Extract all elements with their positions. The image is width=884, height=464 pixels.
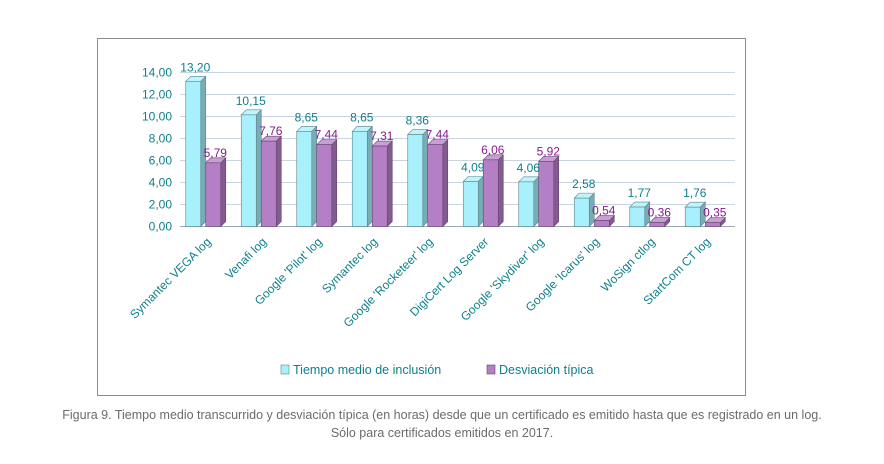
bar-tiempo-medio [296, 131, 313, 227]
x-category-label: Symantec log [319, 235, 380, 296]
data-label: 13,20 [180, 60, 210, 74]
data-label: 2,58 [572, 177, 596, 191]
y-tick-label: 2,00 [149, 198, 173, 212]
legend-swatch-tiempo [280, 364, 290, 375]
bar-tiempo-medio-side [422, 128, 429, 228]
bar-desviacion [260, 140, 277, 227]
data-label: 10,15 [236, 94, 266, 108]
x-category-label: Venafi log [222, 235, 269, 282]
bar-desviacion-side [331, 138, 338, 228]
bar-tiempo-medio [240, 114, 257, 227]
bar-desviacion [482, 159, 499, 227]
bar-desviacion [593, 220, 610, 227]
bar-tiempo-medio [518, 181, 535, 227]
bar-tiempo-medio-side [477, 175, 484, 228]
bar-desviacion [649, 222, 666, 227]
x-category-label: WoSign ctlog [598, 235, 658, 295]
data-label: 8,36 [406, 114, 430, 128]
bar-desviacion-side [442, 138, 449, 228]
bar-tiempo-medio [462, 181, 479, 227]
y-tick-label: 10,00 [142, 110, 172, 124]
data-label: 0,36 [648, 206, 672, 220]
bar-desviacion [704, 222, 721, 227]
bar-tiempo-medio [573, 197, 590, 227]
y-tick-label: 8,00 [149, 132, 173, 146]
data-label: 4,06 [517, 161, 541, 175]
legend-swatch-desviacion [486, 364, 496, 375]
data-label: 5,79 [204, 146, 228, 160]
bar-desviacion [427, 144, 444, 227]
bar-desviacion-side [275, 135, 282, 228]
bar-desviacion-side [386, 140, 393, 228]
data-label: 4,09 [461, 161, 485, 175]
bar-chart: 0,00 2,00 4,00 6,00 8,00 10,00 12,00 14,00 13,20… [127, 60, 735, 377]
data-label: 8,65 [295, 110, 319, 124]
bar-desviacion [538, 161, 555, 227]
y-tick-label: 0,00 [149, 220, 173, 234]
legend-label-desviacion: Desviación típica [499, 363, 594, 377]
data-label: 1,77 [628, 186, 652, 200]
bar-tiempo-medio [407, 134, 424, 227]
figure-caption-line-1: Figura 9. Tiempo medio transcurrido y de… [62, 408, 822, 422]
data-label: 8,65 [350, 110, 374, 124]
y-tick-label: 6,00 [149, 154, 173, 168]
chart-frame: 0,00 2,00 4,00 6,00 8,00 10,00 12,00 14,00 13,20… [97, 38, 746, 396]
data-label: 0,54 [592, 204, 616, 218]
bar-desviacion [316, 144, 333, 227]
x-category-label: Symantec VEGA log [127, 235, 214, 322]
data-label: 7,44 [315, 128, 339, 142]
bar-tiempo-medio-side [533, 176, 540, 228]
bar-desviacion-side [497, 154, 504, 228]
y-tick-label: 14,00 [142, 66, 172, 80]
y-tick-label: 4,00 [149, 176, 173, 190]
y-tick-label: 12,00 [142, 88, 172, 102]
bar-desviacion [205, 162, 222, 227]
bar-tiempo-medio [684, 206, 701, 227]
bar-desviacion-side [220, 157, 227, 228]
bar-tiempo-medio [185, 80, 202, 227]
bar-tiempo-medio [629, 206, 646, 227]
data-label: 5,92 [537, 144, 561, 158]
legend-label-tiempo: Tiempo medio de inclusión [293, 363, 441, 377]
bar-tiempo-medio [351, 131, 368, 227]
data-label: 7,76 [259, 124, 283, 138]
bar-desviacion-side [553, 155, 560, 228]
data-label: 0,35 [703, 206, 727, 220]
data-label: 7,31 [370, 129, 394, 143]
data-label: 1,76 [683, 186, 707, 200]
data-label: 6,06 [481, 143, 505, 157]
figure-caption-line-2: Sólo para certificados emitidos en 2017. [330, 426, 554, 440]
data-label: 7,44 [426, 128, 450, 142]
bar-desviacion [371, 145, 388, 227]
